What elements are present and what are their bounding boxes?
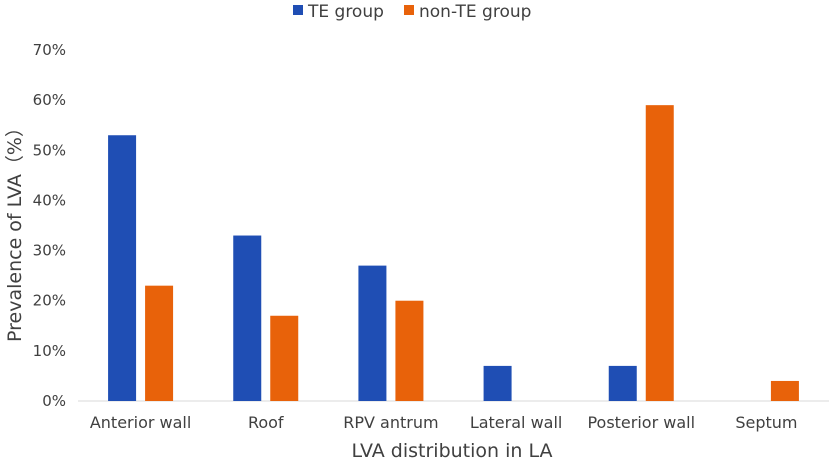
- bars: [108, 105, 799, 402]
- legend-label: TE group: [307, 2, 384, 22]
- y-tick-label: 10%: [33, 342, 66, 360]
- bar-non-te-rpv-antrum: [395, 300, 424, 401]
- x-category-label: Septum: [735, 413, 797, 432]
- x-category-label: Roof: [248, 413, 284, 432]
- legend: TE group non-TE group: [293, 2, 531, 22]
- bar-te-rpv-antrum: [358, 265, 387, 401]
- bar-te-roof: [233, 235, 262, 401]
- x-category-label: Anterior wall: [90, 413, 191, 432]
- x-category-label: Posterior wall: [587, 413, 695, 432]
- y-tick-label: 40%: [33, 191, 66, 209]
- x-axis-title: LVA distribution in LA: [351, 440, 552, 462]
- y-axis-ticks: 0% 10% 20% 30% 40% 50% 60% 70%: [33, 41, 66, 410]
- y-tick-label: 50%: [33, 141, 66, 159]
- legend-label: non-TE group: [419, 2, 531, 22]
- y-tick-label: 0%: [42, 392, 66, 410]
- bar-te-anterior-wall: [108, 135, 137, 401]
- bar-te-lateral-wall: [483, 365, 512, 401]
- bar-te-posterior-wall: [608, 365, 637, 401]
- bar-non-te-roof: [270, 315, 299, 401]
- bar-non-te-anterior-wall: [145, 285, 174, 401]
- x-category-label: Lateral wall: [470, 413, 563, 432]
- y-axis-title: Prevalence of LVA（%）: [4, 118, 26, 342]
- bar-non-te-septum: [770, 380, 799, 401]
- y-tick-label: 70%: [33, 41, 66, 59]
- legend-swatch: [404, 5, 414, 15]
- y-tick-label: 30%: [33, 242, 66, 260]
- x-category-label: RPV antrum: [343, 413, 438, 432]
- bar-non-te-posterior-wall: [645, 105, 674, 402]
- x-axis-categories: Anterior wall Roof RPV antrum Lateral wall P…: [90, 413, 798, 432]
- y-tick-label: 60%: [33, 91, 66, 109]
- y-tick-label: 20%: [33, 292, 66, 310]
- legend-swatch: [293, 5, 303, 15]
